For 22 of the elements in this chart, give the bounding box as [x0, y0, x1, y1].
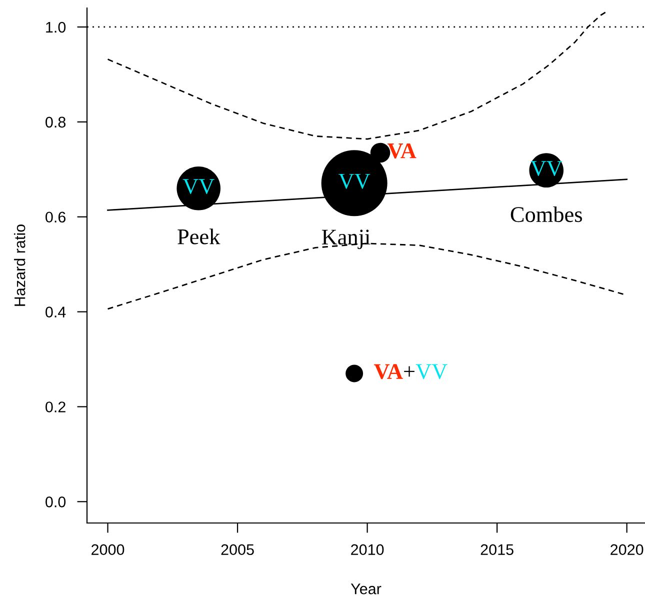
y-tick-label: 0.0	[46, 496, 66, 508]
annotation: +	[404, 366, 414, 377]
annotation: VA	[374, 364, 403, 380]
x-tick-label: 2000	[92, 544, 124, 556]
annotation: VV	[416, 364, 448, 380]
y-tick-label: 0.8	[46, 116, 66, 128]
x-tick-label: 2010	[351, 544, 384, 556]
x-axis-title: Year	[350, 584, 382, 594]
y-axis-title: Hazard ratio	[14, 224, 26, 306]
y-tick-label: 0.2	[46, 402, 66, 412]
y-tick-label: 1.0	[46, 22, 66, 33]
annotation: VV	[530, 161, 562, 176]
x-tick-label: 2020	[610, 544, 644, 556]
y-tick-label: 0.4	[46, 306, 66, 318]
annotation: Kanji	[322, 230, 370, 250]
annotation: Peek	[178, 228, 220, 244]
x-tick-label: 2015	[480, 544, 514, 556]
y-tick-label: 0.6	[46, 212, 66, 223]
annotation: VV	[182, 179, 214, 194]
x-tick-label: 2005	[221, 544, 254, 556]
annotation: Combes	[510, 206, 582, 222]
annotation: VV	[338, 174, 370, 189]
